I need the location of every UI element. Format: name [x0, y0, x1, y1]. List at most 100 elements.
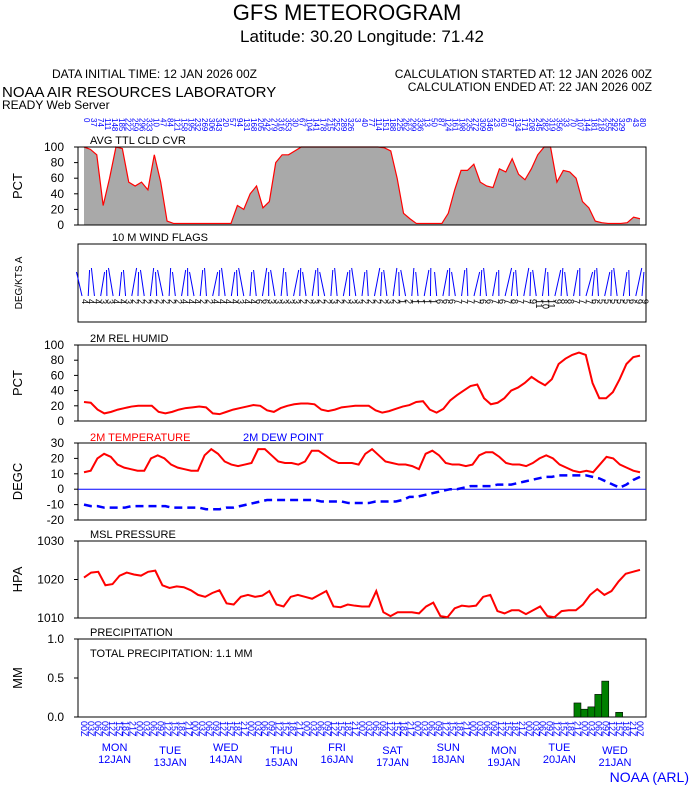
total-precip-annotation: TOTAL PRECIPITATION: 1.1 MM — [90, 648, 253, 660]
x-hour-label: 15Z — [169, 721, 179, 737]
server-label: READY Web Server — [2, 98, 110, 112]
x-hour-label: 18Z — [566, 721, 576, 737]
wind-speed-label: 7 — [460, 299, 470, 304]
top-dir-label: 141 — [311, 118, 320, 132]
top-dir-label: 124 — [443, 118, 452, 132]
wind-barb — [448, 267, 451, 297]
x-day-label: MON — [102, 742, 128, 754]
top-dir-label: 111 — [103, 118, 112, 131]
cloud-cover-area — [84, 147, 640, 225]
top-dir-label: 205 — [256, 118, 265, 132]
x-hour-label: 09Z — [433, 721, 443, 737]
top-dir-label: 0 — [82, 118, 91, 123]
wind-speed-label: 8 — [559, 299, 569, 304]
wind-barb — [90, 267, 95, 297]
x-hour-label: 18Z — [621, 721, 631, 737]
top-dir-label: 262 — [402, 118, 411, 132]
x-day-label: FRI — [328, 742, 346, 754]
wind-speed-label: 3 — [105, 299, 115, 304]
x-hour-label: 06Z — [427, 721, 437, 737]
wind-speed-label: 7 — [453, 299, 463, 304]
wind-barb — [122, 269, 127, 297]
x-hour-label: 09Z — [100, 721, 110, 737]
panel-title: 2M REL HUMID — [90, 333, 168, 345]
x-date-label: 17JAN — [376, 757, 409, 769]
x-hour-label: 21Z — [406, 721, 416, 737]
x-day-label: SAT — [382, 745, 403, 757]
x-date-label: 21JAN — [598, 757, 631, 769]
top-dir-label: 114 — [374, 118, 383, 131]
wind-speed-label: 7 — [491, 299, 501, 304]
wind-speed-label: 1 — [410, 299, 420, 304]
wind-barb — [622, 271, 628, 297]
x-day-label: THU — [270, 745, 293, 757]
wind-barb — [76, 271, 83, 297]
x-date-label: 12JAN — [98, 754, 131, 766]
wind-speed-label: 11 — [534, 299, 544, 308]
x-hour-label: 21Z — [350, 721, 360, 737]
wind-speed-label: 5 — [615, 299, 625, 304]
wind-barb — [199, 269, 204, 297]
top-wind-direction-ticks: 0377411114818522225929633310478412115819… — [82, 118, 647, 132]
x-hour-label: 18Z — [454, 721, 464, 737]
top-dir-label: 289 — [339, 118, 348, 132]
top-dir-label: 185 — [117, 118, 126, 132]
wind-speed-label: 8 — [565, 299, 575, 304]
y-tick-label: 20 — [51, 451, 65, 465]
precip-bar — [587, 706, 596, 718]
x-hour-label: 09Z — [600, 721, 610, 737]
wind-barb — [596, 267, 599, 297]
wind-speed-label: 3 — [329, 299, 339, 304]
location-label: Latitude: 30.20 Longitude: 71.42 — [240, 27, 484, 46]
top-dir-label: 33 — [562, 118, 571, 127]
wind-barb — [466, 267, 469, 297]
wind-barb — [238, 267, 245, 297]
wind-speed-label: 3 — [310, 299, 320, 304]
x-hour-label: 03Z — [475, 721, 485, 737]
x-hour-label: 15Z — [503, 721, 513, 737]
wind-barb — [451, 271, 456, 297]
y-tick-label: 0.0 — [47, 710, 64, 724]
wind-barb — [515, 269, 519, 297]
wind-speed-label: 2 — [155, 299, 165, 304]
x-hour-label: 12Z — [385, 721, 395, 737]
wind-speed-label: 1 — [416, 299, 426, 304]
top-dir-label: 131 — [242, 118, 251, 132]
panel-title: 10 M WIND FLAGS — [112, 232, 208, 244]
wind-speed-label: 3 — [124, 299, 134, 304]
wind-barb — [302, 271, 307, 297]
y-tick-label: 1010 — [37, 611, 64, 625]
wind-speed-label: 4 — [248, 299, 258, 304]
wind-speed-label: 4 — [223, 299, 233, 304]
x-hour-label: 15Z — [614, 721, 624, 737]
precip-bar — [580, 708, 589, 718]
wind-speed-label: 3 — [292, 299, 302, 304]
wind-speed-label: 2 — [316, 299, 326, 304]
y-axis-label: HPA — [10, 566, 25, 592]
wind-barb — [473, 271, 481, 297]
wind-barb — [87, 269, 91, 297]
panel-frame-1 — [77, 243, 647, 323]
x-date-label: 19JAN — [487, 757, 520, 769]
wind-barb — [157, 269, 164, 297]
wind-barb — [434, 271, 438, 297]
wind-barb — [230, 271, 236, 297]
wind-speed-label: 2 — [142, 299, 152, 304]
x-hour-label: 18Z — [343, 721, 353, 737]
wind-barb — [523, 267, 530, 297]
wind-barb — [442, 269, 449, 297]
top-dir-label: 353 — [284, 118, 293, 132]
wind-barb — [554, 269, 562, 297]
top-dir-label: 292 — [610, 118, 619, 132]
y-tick-label: 60 — [51, 171, 65, 185]
wind-barb — [461, 269, 466, 297]
wind-barb — [366, 269, 369, 297]
x-hour-label: 12Z — [329, 721, 339, 737]
x-hour-label: 15Z — [281, 721, 291, 737]
x-day-label: WED — [213, 742, 239, 754]
x-hour-label: 00Z — [413, 721, 423, 737]
wind-barb — [351, 267, 357, 297]
